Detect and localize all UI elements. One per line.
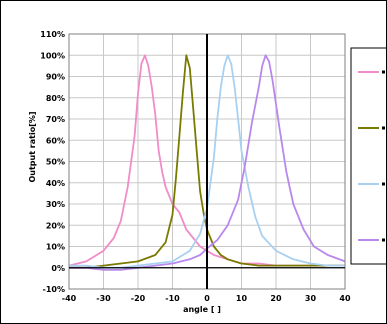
series-line	[69, 54, 346, 271]
y-tick-label: 10%	[46, 243, 65, 252]
legend-marker	[382, 70, 385, 74]
y-tick-label: 90%	[46, 73, 65, 82]
y-tick-label: 70%	[46, 115, 65, 124]
series-line	[68, 54, 345, 267]
series-line	[69, 54, 345, 269]
y-tick-label: 20%	[46, 221, 65, 230]
y-tick-label: 40%	[46, 179, 65, 188]
x-tick-label: -20	[131, 294, 146, 303]
y-tick-label: 0%	[51, 264, 65, 273]
x-tick-label: -40	[62, 294, 77, 303]
y-tick-label: -10%	[43, 285, 65, 294]
legend-marker	[382, 126, 385, 130]
x-axis-title: angle [ ]	[183, 305, 221, 314]
x-tick-label: -30	[96, 294, 111, 303]
y-tick-label: 60%	[46, 136, 65, 145]
x-tick-label: 0	[204, 294, 210, 303]
y-axis-title: Output ratio[%]	[28, 111, 37, 182]
legend-marker	[382, 182, 385, 186]
y-tick-label: 100%	[40, 51, 65, 60]
x-tick-label: -10	[165, 294, 180, 303]
legend-box	[350, 47, 386, 265]
series-line	[69, 54, 345, 269]
y-tick-label: 30%	[46, 200, 65, 209]
x-tick-label: 40	[339, 294, 351, 303]
y-tick-label: 110%	[40, 30, 65, 39]
x-tick-label: 30	[305, 294, 317, 303]
x-tick-label: 10	[236, 294, 248, 303]
legend-marker	[382, 238, 385, 242]
x-tick-label: 20	[270, 294, 282, 303]
y-tick-label: 50%	[46, 158, 65, 167]
y-tick-label: 80%	[46, 94, 65, 103]
